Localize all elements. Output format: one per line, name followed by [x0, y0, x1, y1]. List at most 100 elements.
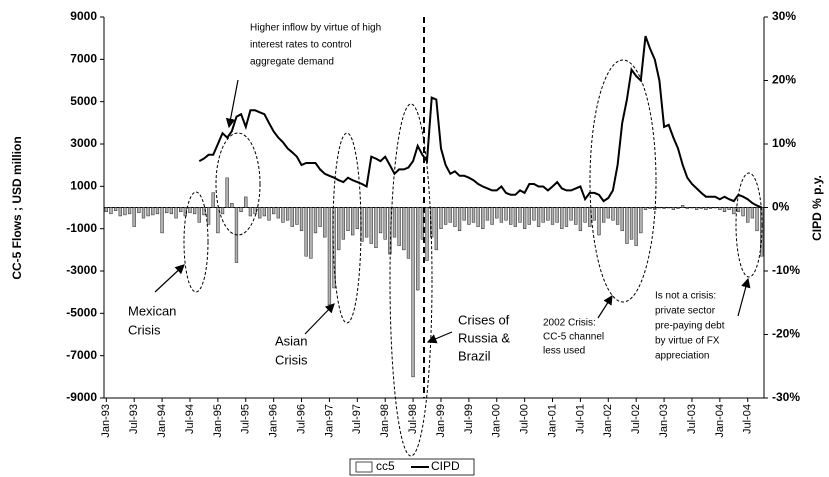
annotation: CC-5 channel	[543, 332, 604, 343]
bar	[499, 207, 504, 223]
bar	[708, 207, 713, 209]
arrow	[737, 277, 751, 317]
bar	[550, 207, 555, 225]
annotation: Crises of	[458, 312, 510, 327]
bar	[341, 207, 346, 240]
bar	[323, 207, 327, 238]
bar	[667, 207, 671, 209]
bar	[369, 207, 373, 244]
bar	[137, 207, 141, 214]
y-tick-label: -5000	[66, 306, 97, 320]
annotation: 2002 Crisis:	[543, 318, 596, 329]
annotation: private sector	[655, 306, 716, 317]
y2-axis-label: CIPD % p.y.	[810, 175, 824, 241]
bar	[643, 207, 648, 210]
plot-area: -9000 -7000 -5000 -3000 -1000 1000 3000 5000 700…	[66, 9, 800, 437]
bar	[383, 207, 387, 240]
bar	[374, 207, 378, 248]
bar	[611, 207, 615, 221]
bar	[258, 207, 262, 219]
bar	[522, 207, 527, 229]
bar	[262, 207, 266, 217]
bar	[109, 207, 113, 215]
y2-tick-label: 20%	[772, 73, 796, 87]
bar	[536, 207, 541, 227]
oval	[183, 191, 209, 293]
x-tick-label: Jul-93	[128, 404, 140, 434]
bar	[169, 207, 174, 215]
bar	[592, 207, 596, 221]
bar	[267, 207, 271, 221]
line	[198, 35, 763, 209]
bar	[578, 207, 583, 232]
bar	[165, 207, 169, 214]
bar	[434, 207, 438, 251]
annotation: Is not a crisis:	[655, 291, 716, 302]
oval	[589, 59, 657, 303]
x-tick-label: Jul-97	[351, 404, 363, 434]
bar	[560, 207, 564, 229]
y-tick-label: -1000	[66, 221, 97, 235]
x-tick-label: Jul-04	[742, 404, 754, 434]
bar	[225, 177, 229, 208]
bar	[471, 207, 476, 223]
bar	[746, 207, 750, 223]
bar	[597, 207, 601, 236]
bar	[276, 207, 280, 219]
bar	[160, 207, 164, 234]
bar	[583, 207, 587, 223]
y2-tick-label: -30%	[772, 390, 800, 404]
bar	[318, 207, 322, 227]
y-tick-label: -3000	[66, 263, 97, 277]
bar	[555, 207, 559, 223]
bar	[244, 196, 248, 208]
x-tick-label: Jul-94	[184, 404, 196, 434]
x-tick-label: Jul-00	[519, 404, 531, 434]
bar	[402, 207, 406, 251]
bar	[564, 207, 569, 227]
bar	[690, 207, 694, 209]
y2-tick-label: -20%	[772, 327, 800, 341]
bar	[118, 207, 122, 217]
bar	[337, 207, 341, 251]
bar	[230, 203, 234, 208]
x-tick-label: Jan-96	[268, 404, 280, 438]
bar	[629, 207, 634, 240]
bar	[146, 207, 150, 217]
x-tick-label: Jan-97	[323, 404, 335, 438]
bar	[681, 205, 685, 208]
y-tick-label: 3000	[70, 136, 97, 150]
bar	[481, 207, 485, 229]
annotation: Brazil	[458, 348, 491, 363]
bar	[741, 207, 745, 217]
annotation: Russia &	[458, 330, 510, 345]
annotation: Crisis	[128, 322, 161, 337]
bar	[313, 207, 318, 234]
y2-tick-label: 0%	[772, 200, 790, 214]
y2-tick-label: 10%	[772, 136, 796, 150]
bar	[694, 207, 699, 210]
annotation: Higher inflow by virtue of high	[250, 23, 381, 34]
bar	[495, 207, 499, 219]
arrow	[304, 303, 335, 335]
bar	[197, 207, 201, 223]
bar	[113, 207, 118, 211]
bar	[304, 207, 308, 257]
bar	[448, 207, 452, 223]
bar	[657, 207, 662, 209]
bar	[420, 207, 425, 240]
bar	[699, 207, 703, 209]
bar	[634, 207, 638, 246]
bar	[295, 207, 299, 225]
bar	[527, 207, 531, 225]
bar	[722, 207, 727, 212]
legend-label: cc5	[376, 459, 395, 473]
bar	[713, 207, 717, 209]
bar	[351, 207, 355, 236]
bar	[355, 207, 359, 229]
bar	[732, 207, 736, 215]
legend-label: CIPD	[431, 459, 460, 473]
annotation: interest rates to control	[250, 40, 352, 51]
bar	[639, 207, 643, 234]
x-tick-label: Jul-01	[574, 404, 586, 434]
